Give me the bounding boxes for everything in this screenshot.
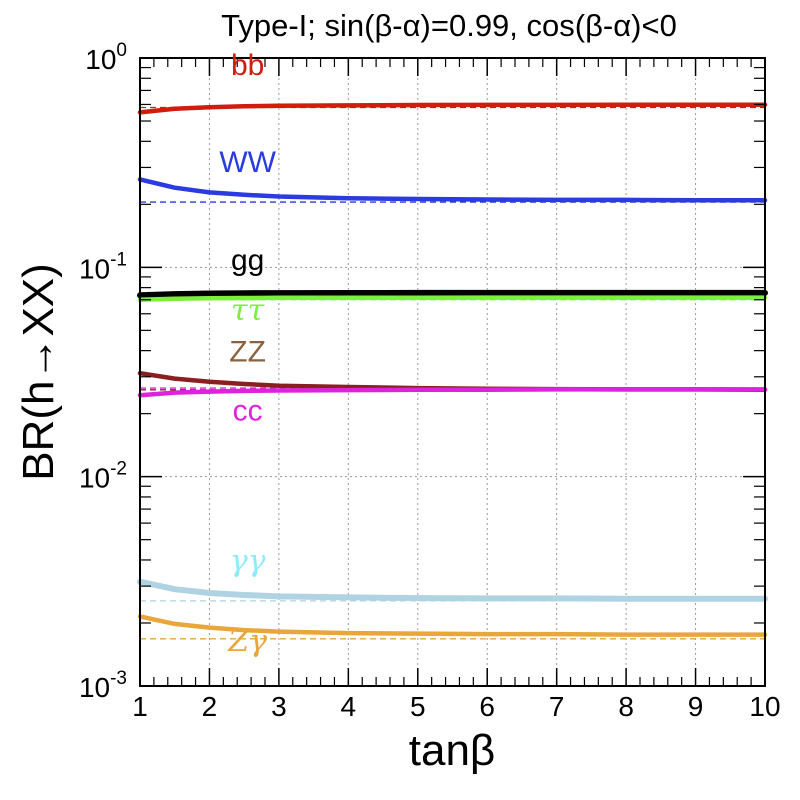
series-labels: bb WW gg ττ ZZ cc γγ Zγ (219, 49, 276, 659)
series-label-WW: WW (219, 146, 276, 179)
x-tick-label: 4 (341, 691, 357, 722)
series-lines (137, 102, 768, 637)
series-line-gg (137, 289, 768, 299)
series-line-cc (137, 387, 768, 398)
x-tick-label: 1 (132, 691, 148, 722)
series-line-gammagamma (137, 578, 768, 602)
plot-area (140, 58, 765, 686)
series-label-cc: cc (233, 395, 263, 428)
series-label-gammagamma: γγ (230, 544, 266, 579)
y-tick-label: 100 (85, 40, 127, 75)
plot-frame (139, 57, 766, 687)
x-tick-label: 8 (618, 691, 634, 722)
x-tick-label: 10 (749, 691, 780, 722)
series-line-tautau (137, 295, 768, 303)
x-tick-label: 7 (549, 691, 565, 722)
series-label-ZZ: ZZ (229, 335, 266, 368)
axis-ticks (139, 57, 766, 687)
x-tick-label: 3 (271, 691, 287, 722)
series-line-Zgamma (137, 614, 768, 637)
series-line-bb (137, 102, 768, 115)
chart-title: Type-I; sin(β-α)=0.99, cos(β-α)<0 (221, 8, 677, 43)
series-line-WW (137, 177, 768, 203)
x-tick-labels: 1 2 3 4 5 6 7 8 9 10 (132, 691, 780, 722)
series-label-tautau: ττ (231, 293, 265, 328)
x-tick-label: 2 (202, 691, 218, 722)
y-tick-label: 10-2 (79, 459, 127, 494)
x-tick-label: 6 (479, 691, 495, 722)
y-tick-label: 10-1 (79, 249, 127, 284)
x-tick-label: 5 (410, 691, 426, 722)
series-label-Zgamma: Zγ (227, 624, 267, 659)
series-label-gg: gg (231, 244, 264, 277)
y-axis-label: BR(h→XX) (14, 263, 63, 481)
plot-background (140, 58, 765, 686)
x-axis-label: tanβ (409, 726, 495, 775)
y-tick-label: 10-3 (79, 668, 127, 703)
y-tick-labels: 100 10-1 10-2 10-3 (79, 40, 127, 703)
x-tick-label: 9 (688, 691, 704, 722)
plot-border (139, 57, 766, 687)
series-label-bb: bb (231, 49, 264, 82)
